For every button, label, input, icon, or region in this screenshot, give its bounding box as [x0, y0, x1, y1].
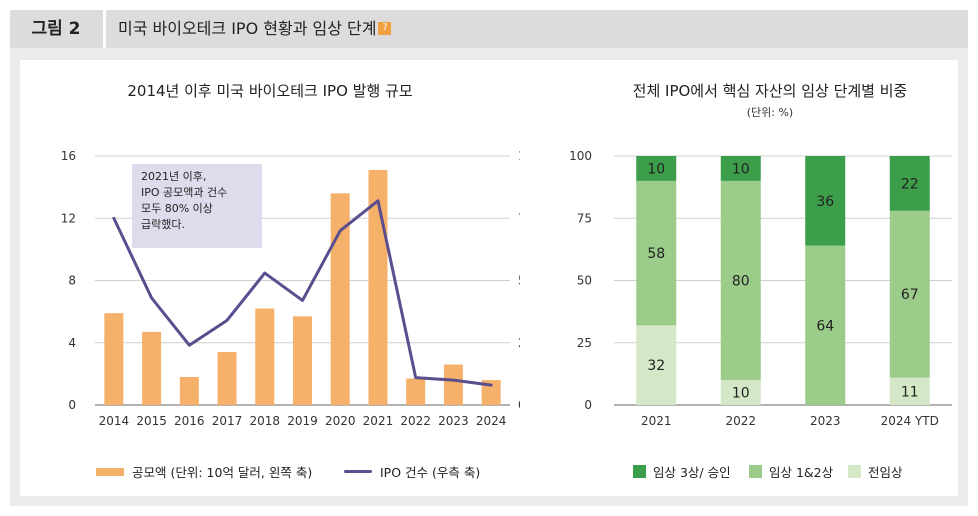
bar-amount: [255, 308, 275, 405]
figure-title: 미국 바이오테크 IPO 현황과 임상 단계 7: [118, 10, 392, 48]
left-y-tick-label: 16: [61, 149, 76, 163]
stacked-segment: [720, 156, 761, 181]
annotation-line: 급락했다.: [141, 218, 185, 231]
segment-value-label: 10: [732, 386, 750, 402]
segment-value-label: 64: [816, 318, 834, 334]
left-y-tick-label: 0: [68, 398, 76, 412]
x-tick-label: 2021: [363, 414, 394, 428]
figure-label: 그림 2: [31, 19, 81, 39]
left-chart-title: 2014년 이후 미국 바이오테크 IPO 발행 규모: [127, 82, 413, 100]
right-y-tick-label: 75: [518, 211, 520, 225]
stacked-segment: [720, 180, 761, 381]
x-tick-label: 2015: [136, 414, 167, 428]
line-ipo-count: [112, 199, 493, 387]
right-chart-title: 전체 IPO에서 핵심 자산의 임상 단계별 비중: [632, 82, 908, 100]
stacked-segment: [805, 245, 846, 405]
segment-value-label: 36: [816, 194, 834, 210]
stacked-segment: [636, 156, 677, 181]
x-tick-label: 2022: [400, 414, 431, 428]
segment-value-label: 80: [732, 274, 750, 290]
x-tick-label: 2018: [249, 414, 280, 428]
legend-item-preclinical: 전임상: [848, 462, 903, 481]
annotation-line: 2021년 이후,: [141, 170, 207, 183]
legend-label-phase3: 임상 3상/ 승인: [653, 465, 731, 480]
bar-amount: [406, 378, 426, 405]
left-y-tick-label: 8: [68, 274, 76, 288]
legend-item-count: IPO 건수 (우측 축): [344, 462, 480, 481]
x-tick-label: 2023: [438, 414, 469, 428]
legend-swatch-phase3: [633, 465, 646, 478]
legend-swatch-bar: [96, 467, 124, 476]
left-y-tick-label: 12: [61, 211, 76, 225]
annotation-callout: 2021년 이후, IPO 공모액과 건수 모두 80% 이상 급락했다.: [132, 164, 262, 248]
legend-label-phase12: 임상 1&2상: [769, 465, 834, 480]
annotation-line: IPO 공모액과 건수: [141, 186, 228, 199]
right-chart-subtitle: (단위: %): [746, 106, 794, 119]
stacked-segment: [720, 380, 761, 405]
legend-item-phase12: 임상 1&2상: [749, 462, 833, 481]
legend-label-preclinical: 전임상: [868, 465, 903, 480]
bar-amount: [104, 313, 124, 405]
bar-amount: [142, 331, 162, 405]
segment-value-label: 11: [901, 384, 919, 400]
bar-amount: [293, 316, 312, 405]
segment-value-label: 67: [901, 287, 919, 303]
x-tick-label: 2023: [810, 414, 841, 428]
stacked-segment: [889, 377, 930, 405]
figure-title-text: 미국 바이오테크 IPO 현황과 임상 단계: [118, 19, 377, 38]
bar-amount: [481, 380, 501, 405]
segment-value-label: 10: [647, 161, 665, 177]
stacked-segment: [889, 156, 930, 211]
right-y-tick-label: 25: [518, 336, 520, 350]
right-y-tick-label: 100: [518, 149, 520, 163]
bar-amount: [217, 352, 237, 405]
left-chart: 0 4 8 12 16 0 25 50 75 100 2014 2015 2016 2017 2018 201…: [61, 149, 520, 428]
segment-value-label: 10: [732, 161, 750, 177]
x-tick-label: 2019: [287, 414, 318, 428]
legend-label-amount: 공모액 (단위: 10억 달러, 왼쪽 축): [132, 465, 313, 480]
bar-amount: [179, 376, 199, 405]
x-tick-label: 2022: [725, 414, 756, 428]
right-y-tick-label: 50: [518, 274, 520, 288]
figure-frame: 그림 2 미국 바이오테크 IPO 현황과 임상 단계 7 2014년 이후 미국…: [10, 10, 968, 506]
bar-amount: [443, 364, 463, 405]
header-divider: [103, 10, 106, 48]
bar-amount: [330, 193, 350, 405]
x-tick-label: 2020: [325, 414, 356, 428]
x-tick-label: 2017: [212, 414, 243, 428]
stacked-segment: [636, 325, 677, 405]
y-tick-label: 0: [584, 398, 592, 412]
y-tick-label: 100: [569, 149, 592, 163]
legend-label-count: IPO 건수 (우측 축): [380, 465, 481, 480]
x-tick-label: 2021: [641, 414, 672, 428]
right-chart: 0 25 50 75 100 32 58 10 2021 10 80 10 2022 64 36 2023 11…: [569, 149, 952, 428]
left-y-tick-label: 4: [68, 336, 76, 350]
right-y-tick-label: 0: [518, 398, 520, 412]
figure-header: 그림 2 미국 바이오테크 IPO 현황과 임상 단계 7: [10, 10, 968, 48]
stacked-segment: [805, 156, 846, 246]
x-tick-label: 2024 YTD: [881, 414, 939, 428]
footnote-badge: 7: [378, 22, 392, 35]
x-tick-label: 2016: [174, 414, 205, 428]
y-tick-label: 75: [577, 211, 592, 225]
y-tick-label: 25: [577, 336, 592, 350]
legend-item-phase3: 임상 3상/ 승인: [633, 462, 731, 481]
stacked-segment: [889, 210, 930, 378]
segment-value-label: 58: [647, 246, 665, 262]
charts-panel: 2014년 이후 미국 바이오테크 IPO 발행 규모 0 4 8 12 16 0 25 50…: [20, 60, 958, 496]
legend-swatch-line: [344, 470, 372, 473]
annotation-line: 모두 80% 이상: [141, 202, 213, 215]
legend-item-amount: 공모액 (단위: 10억 달러, 왼쪽 축): [96, 462, 312, 481]
x-tick-label: 2014: [99, 414, 130, 428]
legend-swatch-preclinical: [848, 465, 861, 478]
segment-value-label: 32: [647, 358, 665, 374]
x-tick-label: 2024: [476, 414, 507, 428]
segment-value-label: 22: [901, 176, 919, 192]
stacked-segment: [636, 180, 677, 326]
legend-swatch-phase12: [749, 465, 762, 478]
y-tick-label: 50: [577, 274, 592, 288]
